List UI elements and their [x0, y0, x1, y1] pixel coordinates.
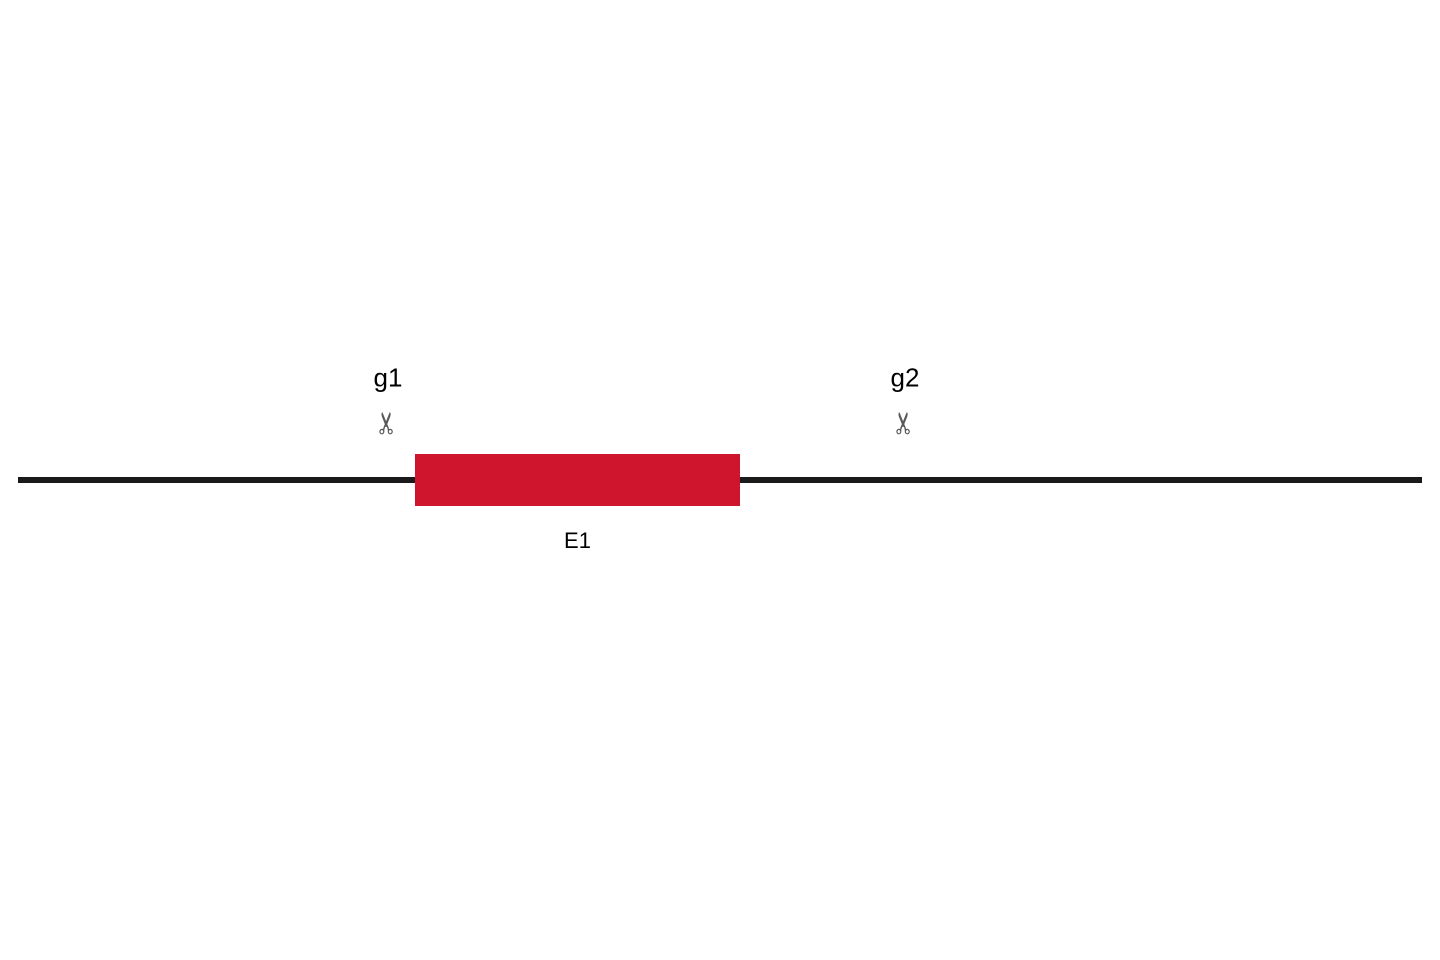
scissors-icon: ✂ [373, 410, 403, 435]
exon-label: E1 [564, 528, 591, 554]
scissors-icon: ✂ [890, 410, 920, 435]
cut-site-g2-label: g2 [891, 363, 920, 394]
gene-diagram: E1 g1 ✂ g2 ✂ [0, 0, 1440, 960]
cut-site-g1-label: g1 [374, 363, 403, 394]
exon-box [415, 454, 740, 506]
